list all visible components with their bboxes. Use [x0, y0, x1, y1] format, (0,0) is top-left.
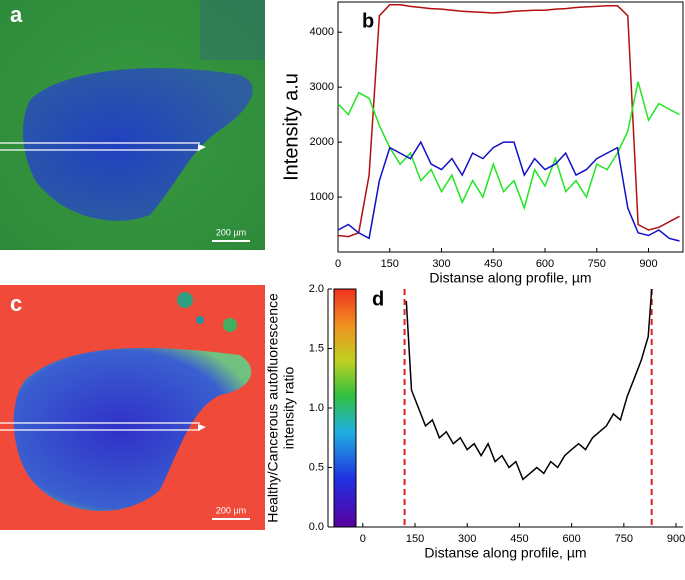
y-tick-label: 0.5	[309, 461, 324, 473]
panel-label: b	[362, 10, 374, 32]
x-tick-label: 450	[510, 533, 528, 545]
x-tick-label: 750	[615, 533, 633, 545]
data-line	[337, 81, 680, 211]
x-tick-label: 150	[406, 533, 424, 545]
x-axis-label: Distanse along profile, µm	[429, 270, 591, 286]
y-tick-label: 1.5	[309, 342, 324, 354]
data-line	[337, 140, 680, 242]
x-tick-label: 0	[335, 258, 341, 270]
x-tick-label: 150	[381, 258, 399, 270]
y-axis-label: Healthy/Cancerous autofluorescence	[265, 293, 281, 523]
y-tick-label: 2000	[310, 136, 334, 148]
x-axis-label: Distanse along profile, µm	[424, 545, 586, 561]
x-tick-label: 300	[458, 533, 476, 545]
y-tick-label: 2.0	[309, 283, 324, 295]
colorbar	[333, 288, 357, 528]
plot-frame	[337, 1, 684, 253]
image-c: c 200 µm	[0, 285, 265, 530]
x-tick-label: 600	[536, 258, 554, 270]
x-tick-label: 0	[360, 533, 366, 545]
y-tick-label: 4000	[310, 26, 334, 38]
panel-label: a	[10, 2, 23, 27]
x-tick-label: 900	[667, 533, 685, 545]
x-tick-label: 600	[562, 533, 580, 545]
x-tick-label: 450	[484, 258, 502, 270]
data-line	[405, 288, 653, 481]
y-tick-label: 3000	[310, 81, 334, 93]
scale-bar-label: 200 µm	[216, 505, 246, 515]
y-tick-label: 1000	[310, 191, 334, 203]
panel-label: d	[372, 288, 384, 310]
image-a: a 200 µm	[0, 0, 265, 250]
x-tick-label: 750	[588, 258, 606, 270]
panel-label: c	[10, 291, 22, 316]
y-axis-label: Intensity a.u	[280, 73, 302, 181]
x-tick-label: 300	[432, 258, 450, 270]
y-axis-label: intensity ratio	[281, 367, 297, 450]
x-tick-label: 900	[639, 258, 657, 270]
data-line	[337, 3, 680, 238]
scale-bar-label: 200 µm	[216, 227, 246, 237]
y-tick-label: 0.0	[309, 521, 324, 533]
y-tick-label: 1.0	[309, 402, 324, 414]
